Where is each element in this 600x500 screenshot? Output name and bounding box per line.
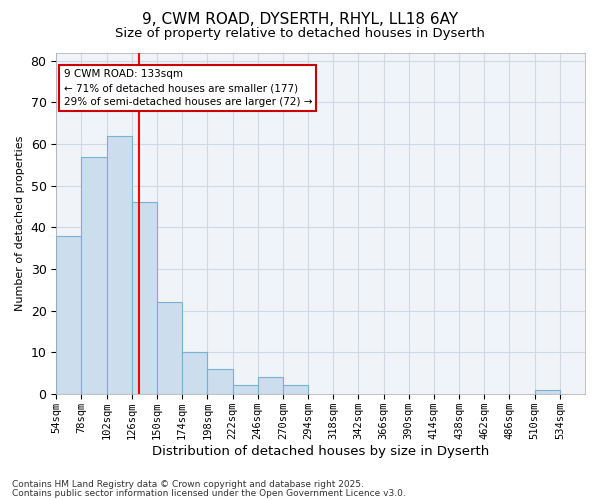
X-axis label: Distribution of detached houses by size in Dyserth: Distribution of detached houses by size …	[152, 444, 489, 458]
Bar	[283, 386, 308, 394]
Bar	[182, 352, 208, 394]
Bar	[107, 136, 132, 394]
Text: Contains public sector information licensed under the Open Government Licence v3: Contains public sector information licen…	[12, 488, 406, 498]
Text: 9, CWM ROAD, DYSERTH, RHYL, LL18 6AY: 9, CWM ROAD, DYSERTH, RHYL, LL18 6AY	[142, 12, 458, 28]
Bar	[132, 202, 157, 394]
Bar	[208, 369, 233, 394]
Bar	[257, 377, 283, 394]
Y-axis label: Number of detached properties: Number of detached properties	[15, 136, 25, 311]
Bar	[56, 236, 82, 394]
Text: Contains HM Land Registry data © Crown copyright and database right 2025.: Contains HM Land Registry data © Crown c…	[12, 480, 364, 489]
Bar	[157, 302, 182, 394]
Bar	[233, 386, 257, 394]
Bar	[535, 390, 560, 394]
Text: 9 CWM ROAD: 133sqm
← 71% of detached houses are smaller (177)
29% of semi-detach: 9 CWM ROAD: 133sqm ← 71% of detached hou…	[64, 69, 312, 107]
Bar	[82, 156, 107, 394]
Text: Size of property relative to detached houses in Dyserth: Size of property relative to detached ho…	[115, 28, 485, 40]
